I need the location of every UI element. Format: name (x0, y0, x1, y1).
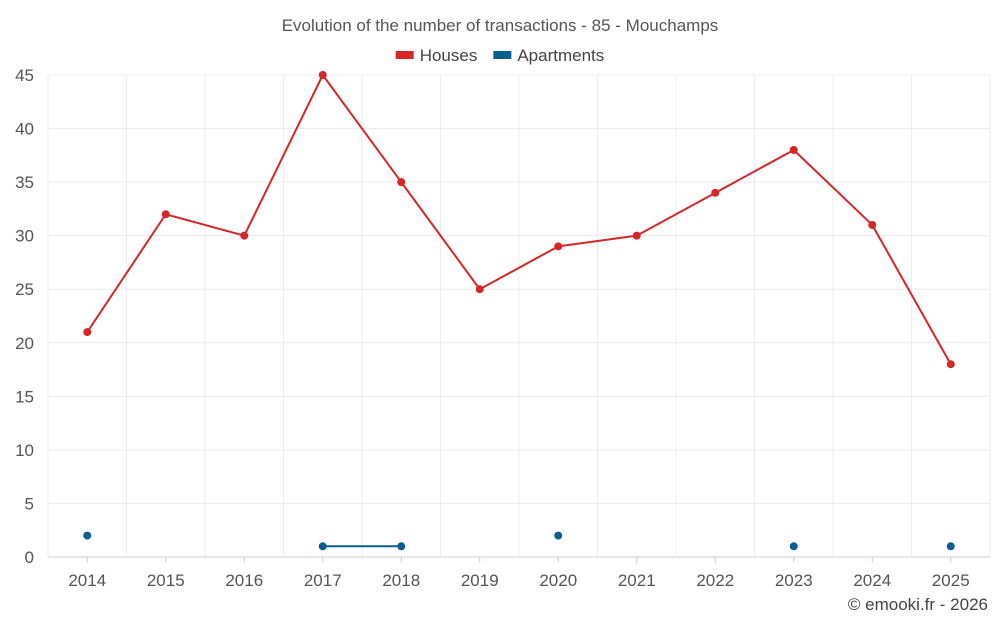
legend-label-apartments: Apartments (517, 46, 604, 65)
x-axis: 2014 2015 2016 2017 2018 2019 2020 2021 2022 2023… (48, 556, 990, 590)
credit-text: © emooki.fr - 2026 (848, 595, 988, 614)
x-tick-label: 2025 (932, 571, 970, 590)
y-tick-label: 30 (15, 227, 34, 246)
y-tick-label: 20 (15, 334, 34, 353)
legend-swatch-houses (395, 51, 414, 59)
houses-point (318, 71, 327, 79)
y-tick-label: 15 (15, 387, 34, 406)
houses-point (554, 242, 563, 251)
legend-label-houses: Houses (420, 46, 478, 65)
apartments-point (554, 531, 563, 540)
houses-line (86, 74, 952, 365)
x-tick-label: 2021 (618, 571, 656, 590)
chart-title: Evolution of the number of transactions … (282, 16, 719, 35)
y-tick-label: 25 (15, 280, 34, 299)
x-tick-label: 2019 (461, 571, 499, 590)
legend-swatch-apartments (493, 51, 512, 59)
y-axis: 0 5 10 15 20 25 30 35 40 45 (15, 66, 34, 567)
y-tick-label: 40 (15, 120, 34, 139)
houses-point (475, 285, 484, 294)
houses-point (161, 210, 170, 219)
series-layer (83, 71, 955, 551)
apartments-point (397, 542, 406, 551)
apartments-point (83, 531, 92, 540)
x-tick-label: 2023 (775, 571, 813, 590)
x-tick-label: 2017 (304, 571, 342, 590)
series-apartments (83, 531, 955, 551)
gridlines (47, 74, 991, 557)
houses-point (240, 231, 249, 240)
x-tick-label: 2020 (539, 571, 577, 590)
x-tick-label: 2015 (147, 571, 185, 590)
houses-point (397, 178, 406, 187)
x-tick-label: 2014 (68, 571, 106, 590)
legend: Houses Apartments (395, 46, 604, 65)
y-tick-label: 0 (25, 548, 34, 567)
houses-point (83, 328, 92, 337)
houses-point (711, 188, 720, 197)
x-tick-label: 2024 (853, 571, 891, 590)
series-houses (83, 71, 955, 369)
y-tick-label: 10 (15, 441, 34, 460)
apartments-point (946, 542, 955, 551)
x-tick-label: 2018 (382, 571, 420, 590)
x-tick-label: 2022 (696, 571, 734, 590)
y-tick-label: 45 (15, 66, 34, 85)
houses-point (868, 220, 877, 229)
y-tick-label: 5 (25, 494, 34, 513)
houses-point (632, 231, 641, 240)
houses-point (789, 145, 798, 154)
houses-point (946, 360, 955, 369)
y-tick-label: 35 (15, 173, 34, 192)
x-tick-label: 2016 (225, 571, 263, 590)
apartments-point (318, 542, 327, 551)
apartments-point (789, 542, 798, 551)
